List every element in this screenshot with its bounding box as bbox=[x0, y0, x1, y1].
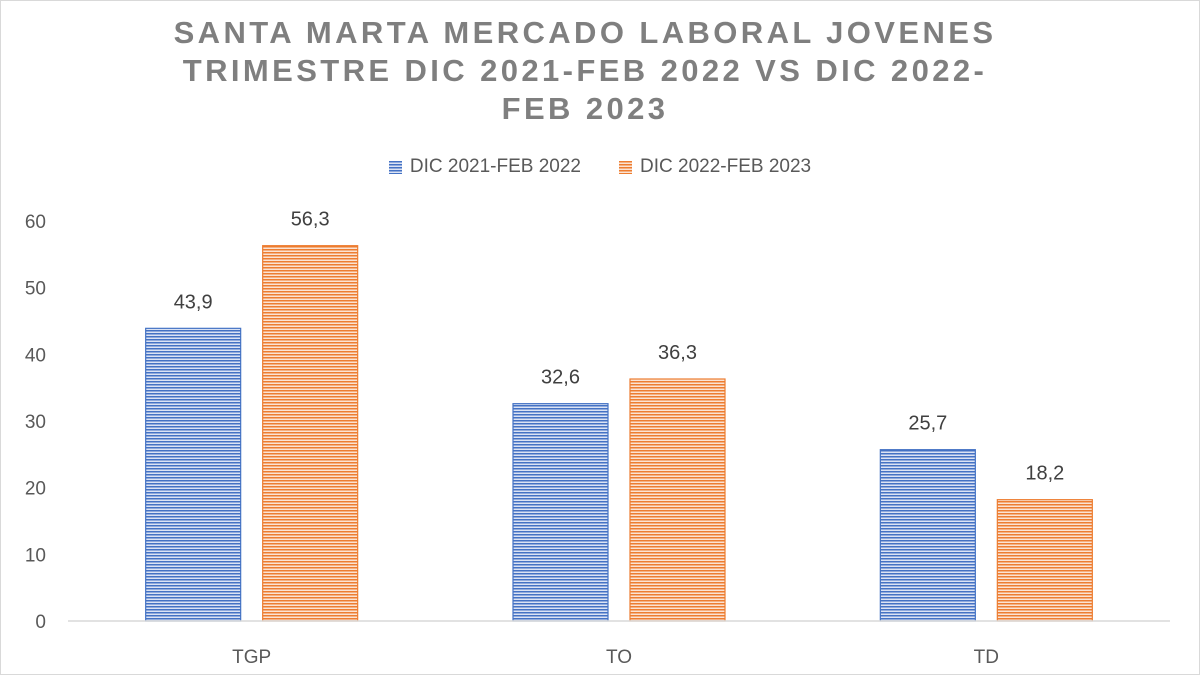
bars-group bbox=[145, 245, 1093, 622]
y-axis-ticks: 0 10 20 30 40 50 60 bbox=[25, 212, 46, 633]
x-tick-label: TO bbox=[606, 647, 632, 668]
y-tick-label: 20 bbox=[25, 479, 46, 500]
x-tick-label: TGP bbox=[232, 647, 271, 668]
bar-to-series-2 bbox=[629, 378, 726, 622]
y-tick-label: 0 bbox=[35, 612, 46, 633]
data-labels-group: 43,9 56,3 32,6 36,3 25,7 18,2 bbox=[174, 209, 1065, 485]
legend-label-series-1: DIC 2021-FEB 2022 bbox=[409, 156, 581, 177]
bar-to-series-1 bbox=[512, 403, 609, 622]
legend-item-series-1: DIC 2021-FEB 2022 bbox=[388, 156, 581, 178]
y-tick-label: 40 bbox=[25, 345, 46, 366]
chart-title-line-2: TRIMESTRE DIC 2021-FEB 2022 VS DIC 2022- bbox=[182, 53, 988, 88]
data-label: 36,3 bbox=[658, 342, 697, 364]
chart-legend: DIC 2021-FEB 2022 DIC 2022-FEB 2023 bbox=[0, 156, 1200, 178]
x-tick-label: TD bbox=[974, 647, 999, 668]
bar-td-series-2 bbox=[996, 499, 1093, 622]
y-tick-label: 60 bbox=[25, 212, 46, 233]
data-label: 56,3 bbox=[291, 209, 330, 231]
y-tick-label: 10 bbox=[25, 545, 46, 566]
chart-title: SANTA MARTA MERCADO LABORAL JOVENES TRIM… bbox=[0, 14, 1170, 128]
bar-tgp-series-1 bbox=[145, 327, 242, 622]
data-label: 18,2 bbox=[1025, 463, 1064, 485]
legend-swatch-series-2 bbox=[619, 160, 632, 174]
data-label: 43,9 bbox=[174, 291, 213, 313]
y-tick-label: 50 bbox=[25, 279, 46, 300]
chart-title-line-1: SANTA MARTA MERCADO LABORAL JOVENES bbox=[173, 15, 997, 50]
legend-swatch-series-1 bbox=[388, 160, 402, 174]
data-label: 25,7 bbox=[908, 413, 947, 435]
chart-title-line-3: FEB 2023 bbox=[501, 91, 669, 126]
legend-item-series-2: DIC 2022-FEB 2023 bbox=[619, 156, 811, 178]
x-axis-labels: TGP TO TD bbox=[232, 647, 999, 668]
legend-label-series-2: DIC 2022-FEB 2023 bbox=[640, 156, 812, 177]
bar-td-series-1 bbox=[879, 449, 976, 622]
data-label: 32,6 bbox=[541, 367, 580, 389]
y-tick-label: 30 bbox=[25, 412, 46, 433]
bar-tgp-series-2 bbox=[262, 245, 359, 622]
